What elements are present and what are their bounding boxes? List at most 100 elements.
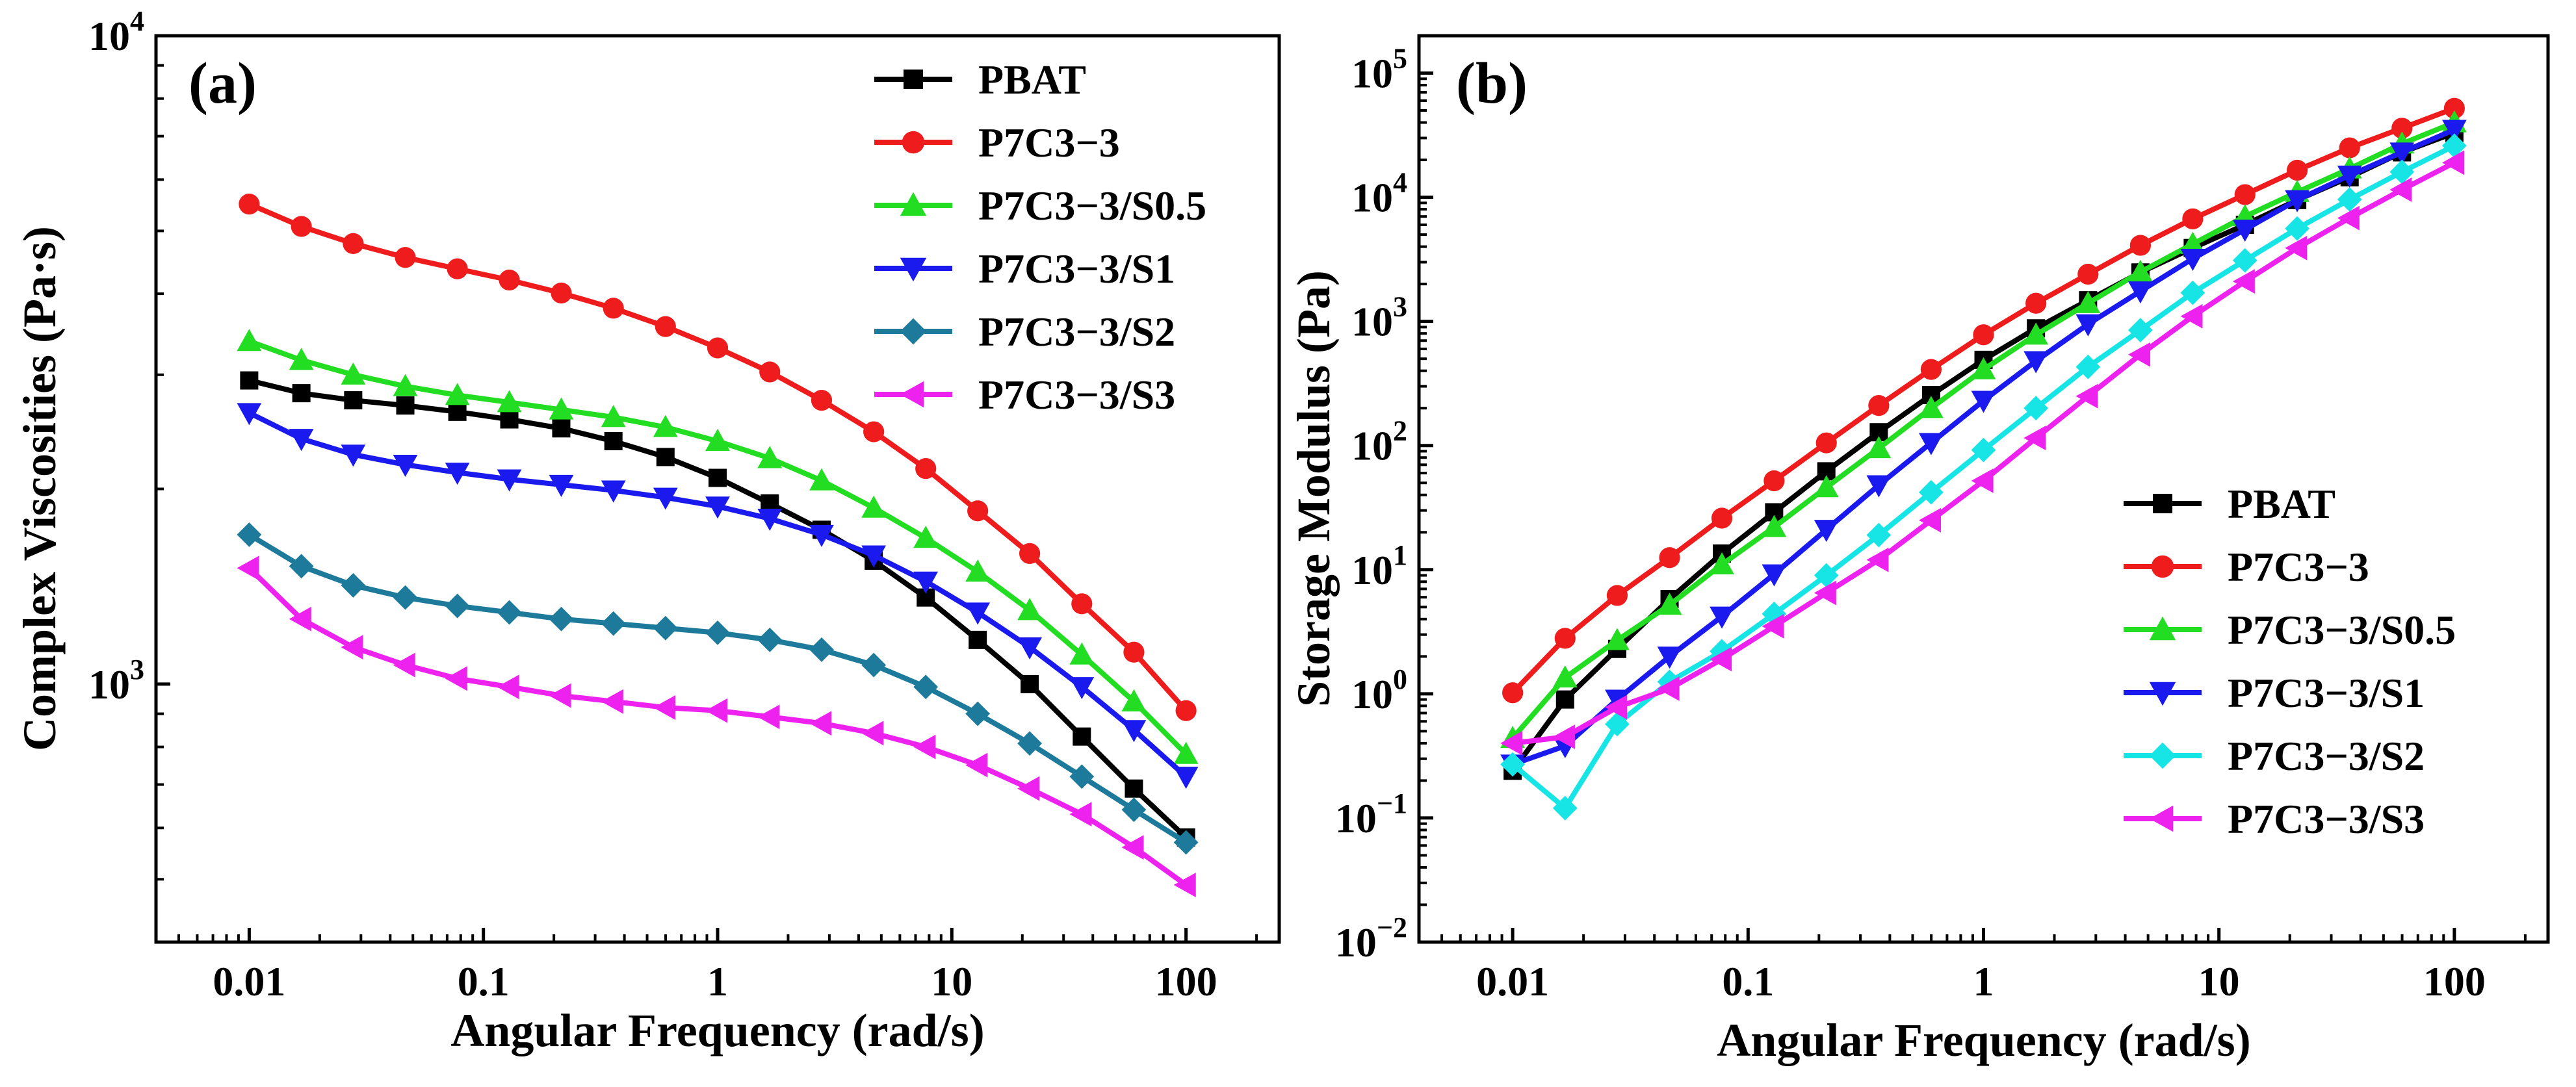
data-point xyxy=(2234,184,2256,205)
data-point xyxy=(2285,235,2308,261)
data-point xyxy=(601,611,626,636)
data-point xyxy=(1605,711,1630,737)
axes-ticks: 0.01 0.1 1 10 100 103 104 xyxy=(88,5,1258,1004)
data-point xyxy=(1502,682,1524,704)
data-point xyxy=(447,258,468,279)
data-point xyxy=(757,627,783,652)
x-tick-label: 10 xyxy=(931,958,972,1004)
data-point xyxy=(601,689,623,714)
data-point xyxy=(653,615,678,641)
data-point xyxy=(1555,690,1574,709)
data-point xyxy=(239,193,260,215)
data-point xyxy=(705,620,730,645)
data-point xyxy=(1017,598,1042,620)
data-point xyxy=(861,545,887,568)
data-point xyxy=(2441,150,2464,175)
y-tick-label: 105 xyxy=(1351,43,1407,97)
data-point xyxy=(445,463,470,485)
data-point xyxy=(601,480,626,503)
data-point xyxy=(1814,563,1839,588)
legend-entry: PBAT xyxy=(874,57,1086,103)
data-point xyxy=(709,468,727,487)
data-point xyxy=(653,487,678,510)
data-point xyxy=(1815,432,1837,454)
data-point xyxy=(341,444,366,467)
data-point xyxy=(1814,475,1839,498)
data-point xyxy=(396,396,415,415)
data-point xyxy=(2285,216,2309,241)
data-point xyxy=(656,448,675,467)
legend-marker xyxy=(2149,805,2174,832)
data-point xyxy=(2443,97,2465,119)
data-point xyxy=(1814,520,1839,543)
data-point xyxy=(1918,480,1944,505)
data-point xyxy=(1659,547,1680,569)
data-point xyxy=(1971,390,1996,413)
series-P7C3−3/S3 xyxy=(1500,150,2464,756)
data-point xyxy=(2339,137,2360,159)
data-point xyxy=(1500,752,1526,777)
data-point xyxy=(341,362,366,385)
data-point xyxy=(1019,543,1041,565)
data-point xyxy=(1173,741,1199,764)
data-point xyxy=(969,630,987,649)
data-point xyxy=(861,721,884,746)
data-point xyxy=(291,216,312,237)
data-point xyxy=(549,683,571,708)
data-point xyxy=(705,496,730,519)
data-point xyxy=(344,391,363,410)
data-point xyxy=(2180,280,2205,305)
data-point xyxy=(1121,720,1147,743)
legend-marker xyxy=(900,381,924,408)
legend: PBAT P7C3−3 P7C3−3/S0.5 P7C3−3/S1 P7C3−3/S2 P… xyxy=(874,57,1206,418)
data-point xyxy=(497,390,522,413)
data-point xyxy=(1918,507,1942,533)
data-point xyxy=(1552,795,1578,821)
data-point xyxy=(341,635,363,660)
x-tick-label: 100 xyxy=(1155,958,1217,1004)
data-point xyxy=(757,446,783,468)
data-point xyxy=(1069,802,1092,827)
data-point xyxy=(811,389,833,411)
legend: PBAT P7C3−3 P7C3−3/S0.5 P7C3−3/S1 P7C3−3/S2 P… xyxy=(2124,481,2456,842)
data-point xyxy=(1605,628,1630,650)
data-point xyxy=(2389,142,2415,165)
data-point xyxy=(1710,552,1734,575)
data-point xyxy=(2182,208,2204,229)
data-point xyxy=(393,652,415,678)
data-point xyxy=(913,674,939,700)
data-point xyxy=(2128,281,2153,304)
y-tick-label: 102 xyxy=(1351,415,1407,469)
data-point xyxy=(1021,674,1039,693)
series-P7C3−3 xyxy=(239,193,1197,721)
data-point xyxy=(237,522,262,547)
legend-label: P7C3−3/S0.5 xyxy=(978,183,1206,229)
data-point xyxy=(809,637,834,662)
y-axis-label: Complex Viscosities (Pa·s) xyxy=(14,226,66,751)
series-P7C3−3/S1 xyxy=(237,403,1199,789)
data-point xyxy=(393,374,418,396)
data-point xyxy=(289,429,314,452)
data-point xyxy=(603,298,624,319)
legend-marker xyxy=(900,192,927,216)
data-point xyxy=(1175,700,1197,721)
data-point xyxy=(1069,642,1095,665)
data-point xyxy=(551,282,572,304)
data-point xyxy=(1918,396,1944,418)
data-point xyxy=(1971,357,1996,379)
data-point xyxy=(549,397,574,420)
data-point xyxy=(549,474,574,497)
legend-marker xyxy=(902,131,925,154)
legend-label: P7C3−3 xyxy=(978,120,1120,166)
data-point xyxy=(2180,303,2203,329)
legend-marker xyxy=(900,318,927,345)
series-P7C3−3/S3 xyxy=(237,556,1196,897)
x-tick-label: 10 xyxy=(2198,958,2240,1004)
data-point xyxy=(500,410,519,429)
data-point xyxy=(1868,395,1890,416)
data-point xyxy=(1920,359,1942,380)
data-point xyxy=(705,429,730,452)
data-point xyxy=(1552,724,1575,750)
data-point xyxy=(1173,873,1196,897)
